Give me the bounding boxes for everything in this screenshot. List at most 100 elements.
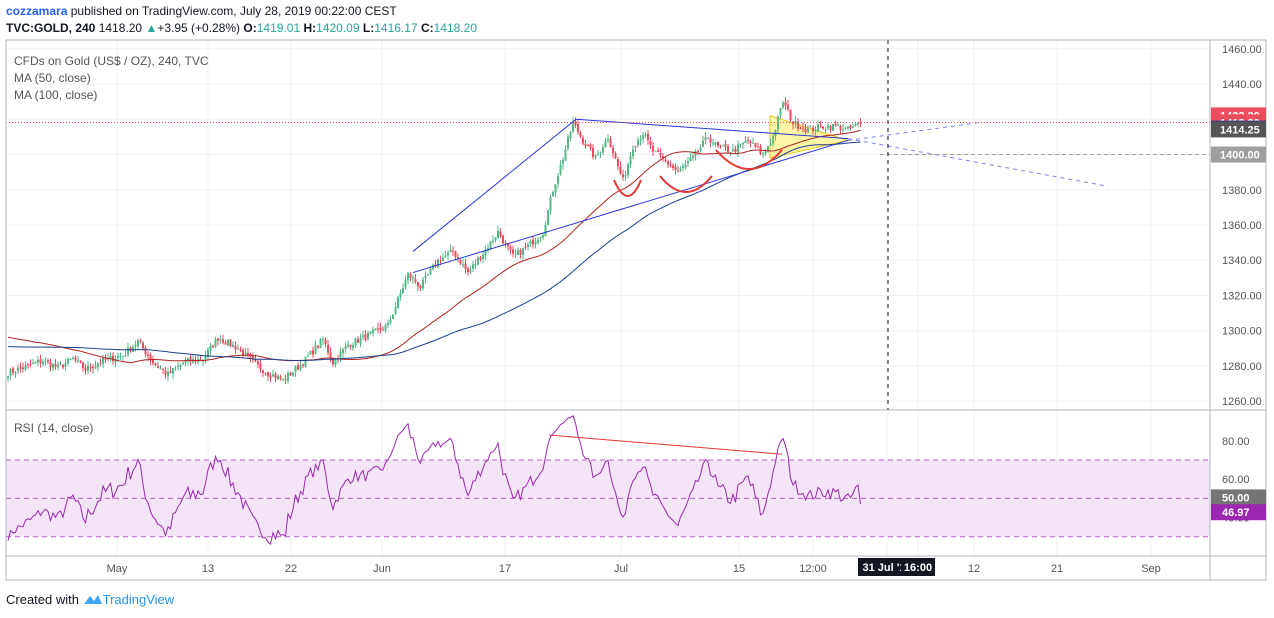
time-tick-label: 15 [733, 563, 745, 575]
rsi-line [7, 415, 861, 546]
candle-body [562, 159, 564, 165]
candle-body [177, 365, 179, 367]
candle-body [624, 175, 627, 177]
candle-body [609, 138, 612, 148]
time-tick-label: Jul [614, 563, 628, 575]
candle-body [614, 153, 617, 158]
time-marker-label: 16:00 [904, 562, 932, 574]
candle-body [809, 126, 812, 128]
candle-body [619, 166, 622, 174]
candle-body [134, 344, 137, 347]
candle-body [517, 249, 519, 255]
candle-body [479, 256, 482, 260]
candle-body [22, 367, 24, 369]
candle-body [667, 161, 669, 165]
candle-body [649, 140, 652, 145]
candle-body [737, 144, 739, 153]
candle-body [774, 129, 777, 136]
candle-body [742, 142, 744, 145]
candle-body [752, 142, 754, 144]
legend-title: CFDs on Gold (US$ / OZ), 240, TVC [14, 54, 209, 68]
candle-body [239, 349, 242, 351]
candle-body [557, 176, 559, 184]
candle-body [532, 239, 534, 245]
candle-body [307, 355, 309, 357]
candle-body [807, 128, 809, 133]
candle-body [757, 146, 759, 148]
candle-body [284, 378, 287, 380]
high-value: 1420.09 [316, 21, 360, 35]
candle-body [727, 146, 729, 152]
candle-body [262, 370, 264, 373]
candle-body [797, 121, 799, 129]
candle-body [74, 357, 77, 361]
candle-body [804, 129, 807, 133]
candle-body [509, 246, 512, 250]
candle-body [272, 374, 274, 377]
price-tick-label: 1380.00 [1222, 185, 1262, 197]
candle-body [492, 240, 494, 242]
candle-body [662, 156, 664, 159]
candle-body [514, 253, 517, 255]
candle-body [394, 306, 397, 315]
author-link[interactable]: cozzamara [6, 4, 68, 18]
rsi-tick-label: 80.00 [1222, 436, 1250, 448]
candle-body [772, 136, 774, 144]
candle-body [607, 139, 609, 141]
candle-body [729, 152, 732, 154]
rsi-label-bg [1211, 504, 1266, 521]
candle-body [439, 260, 442, 262]
tradingview-brand[interactable]: TradingView [102, 592, 175, 607]
candle-body [489, 241, 492, 250]
candle-body [234, 345, 237, 350]
annotations-back [769, 115, 850, 159]
candle-body [544, 224, 547, 237]
candle-body [412, 277, 414, 280]
price-label: 1414.25 [1220, 124, 1260, 136]
candle-body [207, 349, 209, 358]
candle-body [359, 337, 362, 344]
candle-body [92, 367, 94, 369]
candle-body [402, 288, 404, 294]
candle-body [784, 102, 787, 106]
candle-body [802, 127, 804, 129]
candle-body [114, 358, 117, 363]
candle-body [179, 364, 182, 367]
candle-body [837, 124, 839, 126]
candle-body [587, 144, 589, 146]
candle-body [454, 251, 457, 258]
candle-body [192, 359, 194, 363]
legend-ma100: MA (100, close) [14, 88, 97, 102]
candle-body [647, 133, 649, 141]
cup-pattern-arc [613, 179, 642, 197]
candle-body [204, 356, 207, 361]
candle-body [19, 366, 22, 369]
candle-body [64, 363, 67, 368]
candle-body [124, 355, 127, 357]
candle-body [417, 282, 419, 287]
candle-body [309, 350, 312, 355]
candle-body [392, 314, 394, 319]
candle-body [617, 158, 619, 166]
candle-body [102, 357, 104, 365]
time-tick-label: Sep [1141, 563, 1161, 575]
header-line-2: TVC:GOLD, 240 1418.20 ▲+3.95 (+0.28%) O:… [6, 20, 1266, 37]
candle-body [209, 345, 212, 352]
candle-body [137, 340, 139, 346]
candle-body [632, 149, 634, 157]
candle-body [697, 151, 699, 153]
candle-body [54, 363, 57, 367]
candle-body [762, 153, 764, 155]
candle-body [484, 249, 487, 256]
candle-body [824, 129, 827, 131]
candle-body [17, 367, 19, 372]
candle-body [427, 274, 429, 276]
candle-body [14, 372, 17, 374]
candle-body [389, 319, 392, 323]
chart-frame [5, 39, 1267, 581]
time-tick-label: 12 [968, 563, 980, 575]
candle-body [304, 356, 307, 367]
candle-body [407, 272, 409, 281]
candle-body [582, 137, 584, 144]
